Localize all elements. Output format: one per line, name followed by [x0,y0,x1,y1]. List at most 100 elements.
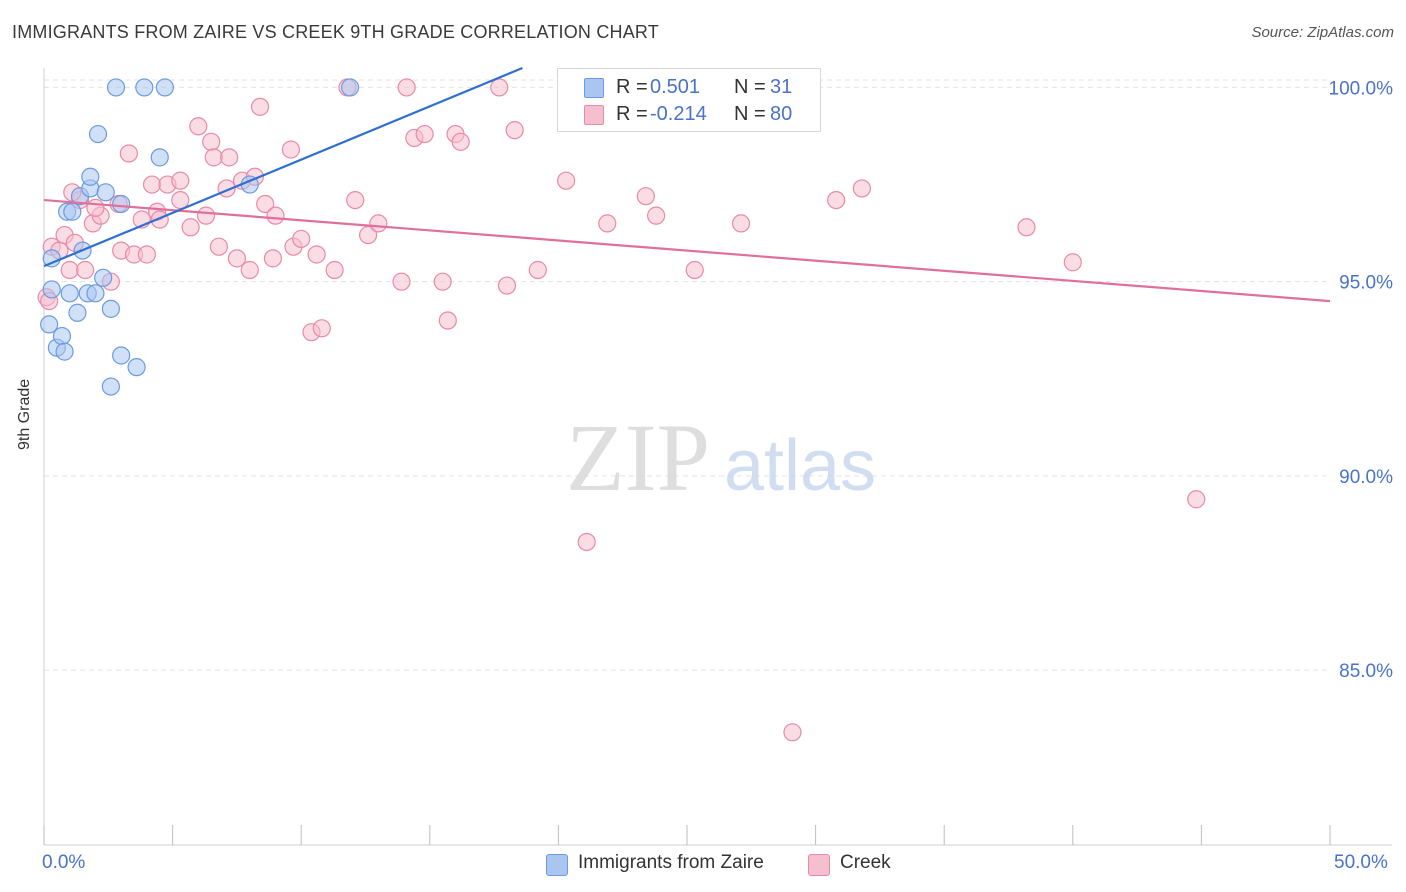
y-tick-label: 85.0% [1339,661,1393,682]
creek-point [60,260,79,280]
zaire-point [40,315,59,334]
y-tick-label: 90.0% [1339,467,1393,488]
creek-point [433,272,452,291]
y-tick-label: 100.0% [1329,78,1394,99]
series-label-zaire: Immigrants from Zaire [578,852,764,873]
series-swatch-creek [808,854,830,876]
creek-point [415,124,434,144]
correlation-legend: R = 0.501 N = 31 R = -0.214 N = 80 [557,68,821,132]
legend-r-value: -0.214 [650,103,707,125]
zaire-point [68,303,87,322]
chart-title: IMMIGRANTS FROM ZAIRE VS CREEK 9TH GRADE… [12,22,659,42]
creek-point [1187,490,1206,509]
watermark-zip: ZIP [566,404,710,511]
zaire-point [101,299,120,318]
creek-point [325,260,344,280]
chart-source: Source: ZipAtlas.com [1251,24,1394,41]
y-tick-label: 95.0% [1339,273,1393,294]
creek-point [137,245,156,264]
creek-point [490,78,509,97]
legend-r-label: R = [616,103,648,125]
creek-point [202,132,221,151]
creek-point [189,117,208,136]
creek-point [528,260,547,280]
creek-point [142,175,162,194]
zaire-point [86,284,105,303]
zaire-point [88,124,108,144]
legend-row-creek: R = -0.214 N = 80 [558,101,820,129]
creek-point [497,276,517,295]
creek-point [86,198,105,217]
creek-point [577,532,596,552]
creek-point [307,245,326,264]
creek-point [220,148,239,167]
creek-point [1017,218,1036,237]
creek-point [438,311,457,330]
zaire-point [52,326,72,346]
creek-trend-line [43,198,1331,303]
legend-row-zaire: R = 0.501 N = 31 [558,74,820,102]
zaire-point [135,78,154,97]
creek-point [204,148,223,167]
grid-lines [44,79,1330,671]
creek-point [312,319,331,338]
creek-point [250,97,270,116]
legend-r-label: R = [616,76,648,98]
zipatlas-watermark: ZIP atlas [566,404,876,511]
creek-point [346,190,365,210]
creek-point [852,179,871,198]
creek-point [281,140,301,159]
creek-point [557,171,576,190]
creek-point [1063,253,1082,272]
y-axis-label: 9th Grade [16,378,33,450]
zaire-point [101,377,120,396]
zaire-point [112,194,131,214]
creek-point [783,723,802,742]
zaire-point [60,284,79,303]
zaire-point [127,358,146,377]
creek-point [636,187,655,206]
zaire-point [55,342,74,361]
creek-point [451,132,470,151]
zaire-point [155,78,174,97]
creek-point [263,249,283,268]
zaire-trend-line [43,66,523,268]
legend-n-label: N = [734,103,766,125]
creek-point [227,249,246,268]
creek-point [240,260,259,280]
creek-point [119,144,138,163]
zaire-point [42,280,61,299]
x-tick-label-max: 50.0% [1334,852,1388,873]
creek-point [685,260,704,280]
creek-point [181,218,200,237]
zaire-point [106,78,126,97]
legend-n-value: 31 [770,76,793,98]
y-tick-labels: 85.0% 90.0% 95.0% 100.0% [1329,78,1394,682]
x-tick-label-min: 0.0% [42,852,86,873]
legend-r-value: 0.501 [650,76,701,98]
trend-lines [43,66,1331,303]
zaire-point [96,183,115,202]
series-label-creek: Creek [840,852,891,873]
creek-point [731,214,751,233]
creek-point [397,78,416,97]
legend-swatch-creek [584,105,604,125]
creek-point [505,121,524,140]
zaire-point [150,148,169,167]
creek-point [392,272,411,291]
legend-n-value: 80 [770,103,793,125]
zaire-point [112,346,131,365]
zaire-points [40,78,720,396]
zaire-point [340,78,360,97]
creek-point [171,171,190,190]
axes [43,68,1392,846]
creek-point [598,214,617,233]
creek-point [196,206,216,225]
creek-point [827,190,846,210]
creek-point [647,206,666,225]
zaire-point [63,202,82,221]
creek-point [256,194,275,214]
zaire-point [81,167,100,186]
zaire-point [94,268,113,287]
creek-point [292,229,311,249]
